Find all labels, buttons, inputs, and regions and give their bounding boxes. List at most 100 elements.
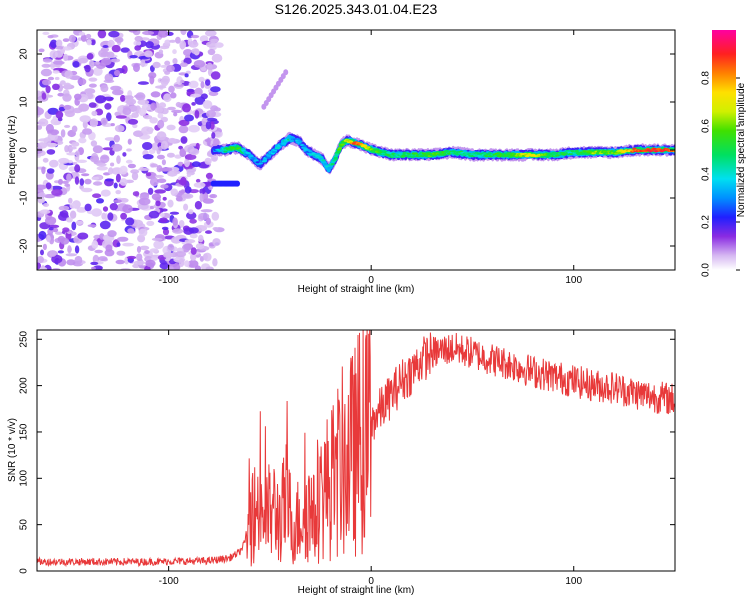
heatmap-noise-blob	[181, 193, 194, 199]
heatmap-noise-blob	[167, 106, 176, 111]
heatmap-noise-blob	[152, 61, 161, 69]
heatmap-noise-blob	[137, 81, 149, 85]
snr-panel: -100 0 100 0 50 100 150 200 250 Height of strai…	[7, 329, 676, 596]
heatmap-noise-blob	[212, 227, 219, 231]
snr-y-tick-label: 200	[19, 377, 30, 394]
heatmap-noise-blob	[62, 180, 69, 184]
heatmap-noise-blob	[102, 206, 109, 212]
heatmap-noise-blob	[46, 235, 51, 243]
heatmap-noise-blob	[106, 112, 112, 122]
heatmap-noise-blob	[40, 68, 53, 77]
heatmap-noise-blob	[159, 213, 165, 217]
heatmap-noise-blob	[157, 112, 164, 119]
heatmap-y-tick-label: 20	[19, 48, 30, 60]
heatmap-noise-blob	[199, 35, 209, 43]
heatmap-noise-blob	[175, 196, 183, 202]
heatmap-noise-blob	[211, 211, 220, 221]
heatmap-ridge-cell	[262, 159, 268, 162]
heatmap-noise-blob	[84, 203, 92, 212]
heatmap-ridge-cell	[281, 142, 287, 145]
heatmap-noise-blob	[206, 110, 216, 118]
heatmap-ridge-cell	[348, 140, 354, 143]
heatmap-noise-blob	[205, 79, 211, 86]
heatmap-noise-blob	[80, 34, 87, 42]
heatmap-noise-blob	[158, 49, 164, 54]
heatmap-noise-blob	[66, 173, 72, 182]
heatmap-noise-blob	[79, 115, 91, 123]
heatmap-noise-blob	[199, 256, 204, 262]
heatmap-noise-blob	[114, 37, 124, 43]
heatmap-noise-blob	[102, 147, 113, 151]
heatmap-x-tick-label: 0	[368, 275, 374, 286]
heatmap-noise-blob	[206, 62, 213, 71]
heatmap-ridge-cell	[419, 155, 424, 158]
heatmap-noise-blob	[58, 178, 63, 185]
heatmap-noise-blob	[209, 121, 215, 130]
heatmap-noise-blob	[173, 263, 181, 270]
heatmap-noise-blob	[143, 115, 153, 120]
heatmap-noise-blob	[104, 73, 114, 82]
heatmap-noise-blob	[169, 39, 176, 43]
heatmap-ridge-cell	[311, 152, 316, 155]
heatmap-noise-blob	[78, 137, 87, 144]
heatmap-noise-blob	[79, 178, 85, 186]
heatmap-noise-blob	[150, 102, 157, 111]
colorbar-gradient	[712, 30, 736, 270]
heatmap-noise-blob	[120, 94, 126, 102]
heatmap-noise-blob	[212, 258, 218, 267]
heatmap-noise-blob	[46, 168, 55, 174]
heatmap-noise-blob	[69, 210, 77, 219]
heatmap-noise-blob	[198, 234, 204, 243]
heatmap-noise-blob	[199, 188, 206, 195]
heatmap-noise-blob	[97, 30, 107, 39]
heatmap-noise-blob	[173, 112, 178, 117]
heatmap-noise-blob	[184, 144, 195, 153]
heatmap-ridge-cell	[246, 152, 251, 155]
heatmap-noise-blob	[160, 140, 169, 150]
heatmap-noise-blob	[184, 239, 196, 244]
heatmap-noise-blob	[193, 60, 206, 68]
heatmap-ridge-cell	[266, 154, 272, 157]
heatmap-noise-blob	[134, 45, 142, 51]
heatmap-noise-blob	[119, 178, 128, 186]
heatmap-noise-blob	[42, 243, 48, 251]
heatmap-noise-blob	[86, 39, 92, 46]
heatmap-noise-blob	[55, 231, 63, 235]
heatmap-noise-blob	[72, 107, 83, 114]
heatmap-noise-blob	[104, 137, 116, 141]
heatmap-noise-blob	[174, 251, 187, 258]
heatmap-noise-blob	[39, 209, 51, 214]
heatmap-noise-blob	[92, 181, 103, 186]
heatmap-ridge-cell	[323, 163, 328, 165]
colorbar-label: Normalized spectral amplitude	[736, 82, 747, 217]
heatmap-noise-blob	[104, 103, 112, 110]
heatmap-noise-blob	[84, 88, 96, 95]
heatmap-noise-blob	[41, 79, 52, 86]
heatmap-noise-blob	[43, 203, 49, 207]
heatmap-side-lobe	[235, 180, 241, 187]
heatmap-ridge-cell	[230, 146, 235, 149]
heatmap-ridge-cell	[265, 156, 271, 159]
heatmap-noise-blob	[62, 227, 70, 233]
heatmap-ridge-cell	[322, 161, 327, 164]
heatmap-noise-blob	[114, 69, 120, 77]
heatmap-noise-blob	[188, 227, 199, 234]
heatmap-ridge-cell	[258, 162, 263, 165]
heatmap-noise-blob	[41, 92, 47, 100]
heatmap-noise-blob	[90, 39, 96, 46]
heatmap-noise-blob	[184, 158, 190, 168]
heatmap-noise-blob	[63, 53, 69, 62]
heatmap-noise-blob	[37, 142, 48, 149]
heatmap-noise-blob	[194, 110, 200, 119]
heatmap-ridge-cell	[336, 148, 341, 151]
heatmap-noise-blob	[87, 224, 97, 228]
heatmap-noise-blob	[142, 154, 154, 160]
heatmap-noise-blob	[186, 211, 197, 220]
heatmap-noise-blob	[100, 189, 111, 197]
heatmap-noise-blob	[164, 39, 171, 45]
heatmap-noise-blob	[86, 53, 94, 60]
heatmap-ridge-cell	[337, 147, 342, 150]
heatmap-noise-blob	[136, 246, 142, 253]
heatmap-noise-blob	[162, 228, 170, 236]
heatmap-ridge-cell	[330, 163, 335, 166]
